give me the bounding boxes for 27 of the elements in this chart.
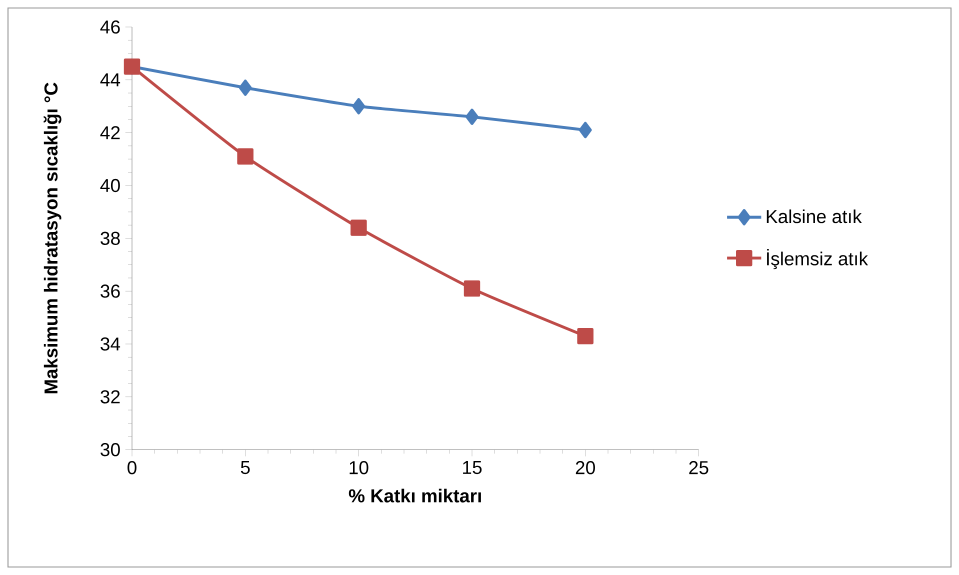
x-tick-label: 0 xyxy=(128,461,136,474)
x-tick-label: 15 xyxy=(463,461,482,474)
x-tick-label: 25 xyxy=(689,461,708,474)
y-tick-label: 32 xyxy=(100,390,120,404)
y-tick-label: 34 xyxy=(100,337,120,351)
x-axis-title: % Katkı miktarı xyxy=(348,488,481,502)
point xyxy=(238,80,252,96)
y-tick-label: 38 xyxy=(100,232,120,245)
y-tick-label: 44 xyxy=(100,73,120,86)
legend-label: Kalsine atık xyxy=(766,209,862,224)
y-tick-label: 30 xyxy=(100,443,120,456)
x-tick-label: 5 xyxy=(240,461,250,474)
x-tick-label: 20 xyxy=(576,461,595,474)
y-tick-label: 36 xyxy=(100,284,120,298)
point xyxy=(464,280,480,297)
legend-label: İşlemsiz atık xyxy=(767,248,868,270)
y-tick-label: 42 xyxy=(100,126,120,140)
point xyxy=(350,220,367,236)
point xyxy=(237,148,254,165)
point xyxy=(466,108,478,125)
y-tick-label: 46 xyxy=(100,20,120,34)
y-tick-label: 40 xyxy=(100,178,120,192)
point xyxy=(352,98,366,114)
x-tick-label: 10 xyxy=(350,461,368,474)
point xyxy=(578,122,592,138)
y-axis-title: Maksimum hidratasyon sıcaklığı °C xyxy=(44,82,62,394)
point xyxy=(577,328,594,344)
